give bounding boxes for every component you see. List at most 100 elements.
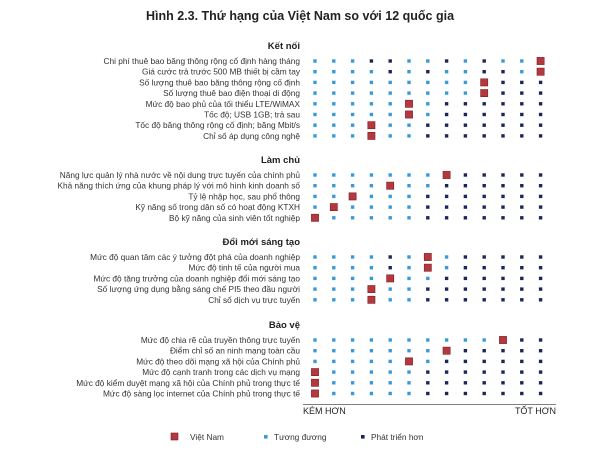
peer-dot bbox=[313, 91, 317, 95]
advanced-dot bbox=[444, 359, 449, 364]
advanced-dot bbox=[501, 205, 505, 209]
advanced-dot bbox=[538, 184, 543, 188]
advanced-dot bbox=[482, 359, 486, 364]
peer-dot bbox=[369, 205, 374, 209]
row-label: Mức độ kiểm duyệt mạng xã hội của Chính … bbox=[76, 378, 300, 388]
peer-dot bbox=[332, 359, 336, 364]
advanced-dot bbox=[388, 255, 392, 259]
advanced-dot bbox=[538, 112, 543, 117]
advanced-dot bbox=[388, 70, 392, 74]
peer-dot bbox=[350, 205, 355, 209]
peer-dot bbox=[407, 184, 411, 188]
peer-dot bbox=[313, 112, 317, 117]
row-label: Mức độ cạnh tranh trong các dịch vụ mạng bbox=[142, 367, 300, 377]
advanced-dot bbox=[520, 216, 524, 220]
advanced-dot bbox=[482, 123, 486, 127]
advanced-dot bbox=[426, 123, 430, 127]
chart-row: Bộ kỹ năng của sinh viên tốt nghiệp bbox=[169, 213, 543, 223]
peer-dot bbox=[332, 370, 336, 374]
peer-dot bbox=[332, 216, 336, 220]
peer-dot bbox=[350, 349, 355, 353]
peer-dot bbox=[369, 216, 374, 220]
peer-dot bbox=[350, 276, 355, 281]
advanced-dot bbox=[482, 216, 486, 220]
advanced-dot bbox=[444, 205, 449, 209]
advanced-dot bbox=[369, 59, 374, 63]
advanced-dot bbox=[501, 381, 505, 385]
peer-dot bbox=[407, 173, 411, 177]
advanced-dot bbox=[463, 276, 468, 281]
peer-dot bbox=[388, 112, 392, 117]
peer-dot bbox=[350, 338, 355, 342]
peer-dot bbox=[426, 91, 430, 95]
peer-dot bbox=[313, 266, 317, 270]
peer-dot bbox=[350, 255, 355, 259]
peer-dot bbox=[313, 359, 317, 364]
row-label: Mức độ tăng trưởng của doanh nghiệp đổi … bbox=[94, 273, 301, 283]
peer-dot bbox=[332, 287, 336, 291]
peer-dot bbox=[388, 205, 392, 209]
advanced-dot bbox=[538, 205, 543, 209]
advanced-dot bbox=[426, 216, 430, 220]
advanced-dot bbox=[501, 391, 505, 396]
peer-dot bbox=[407, 59, 411, 63]
vietnam-marker bbox=[423, 263, 432, 272]
advanced-dot bbox=[520, 276, 524, 281]
advanced-dot bbox=[501, 266, 505, 270]
advanced-dot bbox=[538, 80, 543, 85]
vietnam-marker bbox=[311, 389, 319, 398]
advanced-dot bbox=[501, 276, 505, 281]
row-label: Số lượng ứng dụng bằng sáng chế PI5 theo… bbox=[97, 284, 300, 294]
advanced-dot bbox=[444, 102, 449, 106]
group-2: Đổi mới sáng tạo Mức độ quan tâm các ý tư… bbox=[90, 237, 543, 305]
advanced-dot bbox=[520, 266, 524, 270]
peer-dot bbox=[350, 80, 355, 85]
advanced-dot bbox=[538, 123, 543, 127]
advanced-dot bbox=[482, 349, 486, 353]
row-label: Mức độ sàng lọc internet của Chính phủ t… bbox=[103, 389, 300, 399]
peer-dot bbox=[313, 255, 317, 259]
advanced-dot bbox=[463, 134, 468, 138]
chart-row: Chi phí thuê bao băng thông rộng cố định… bbox=[103, 56, 545, 66]
peer-dot bbox=[388, 391, 392, 396]
advanced-dot bbox=[520, 205, 524, 209]
advanced-dot bbox=[520, 370, 524, 374]
peer-dot bbox=[388, 173, 392, 177]
peer-dot bbox=[388, 298, 392, 302]
vietnam-marker bbox=[329, 203, 338, 211]
advanced-dot bbox=[538, 91, 543, 95]
chart-row: Mức độ quan tâm các ý tưởng đột phá của … bbox=[90, 252, 543, 262]
advanced-dot bbox=[501, 80, 505, 85]
advanced-dot bbox=[463, 112, 468, 117]
group-title: Đổi mới sáng tạo bbox=[223, 237, 301, 248]
group-3: Bảo vệ Mức độ chia rẽ của truyền thông tr… bbox=[76, 320, 543, 399]
advanced-dot bbox=[482, 298, 486, 302]
peer-dot bbox=[407, 123, 411, 127]
group-title: Kết nối bbox=[268, 41, 300, 52]
advanced-dot bbox=[538, 102, 543, 106]
row-label: Mức độ theo dõi mạng xã hội của Chính ph… bbox=[136, 356, 300, 366]
advanced-dot bbox=[520, 391, 524, 396]
row-label: Số lượng thuê bao băng thông rộng cố địn… bbox=[139, 77, 300, 87]
advanced-dot bbox=[501, 112, 505, 117]
advanced-dot bbox=[520, 359, 524, 364]
group-title: Làm chủ bbox=[261, 155, 300, 166]
peer-dot bbox=[388, 338, 392, 342]
row-label: Điểm chỉ số an ninh mạng toàn cầu bbox=[170, 346, 300, 356]
advanced-dot bbox=[501, 216, 505, 220]
row-label: Chi phí thuê bao băng thông rộng cố định… bbox=[103, 56, 300, 66]
peer-dot bbox=[350, 184, 355, 188]
advanced-dot bbox=[501, 298, 505, 302]
legend-label-peer: Tương đương bbox=[274, 432, 327, 442]
advanced-dot bbox=[520, 287, 524, 291]
peer-dot bbox=[369, 184, 374, 188]
advanced-dot bbox=[501, 359, 505, 364]
group-1: Làm chủ Năng lực quản lý nhà nước về nội … bbox=[57, 155, 543, 223]
advanced-dot bbox=[444, 216, 449, 220]
vietnam-marker bbox=[480, 78, 489, 87]
advanced-dot bbox=[444, 112, 449, 117]
advanced-dot bbox=[520, 349, 524, 353]
advanced-dot bbox=[482, 276, 486, 281]
vietnam-marker bbox=[442, 171, 451, 179]
peer-dot bbox=[426, 276, 430, 281]
